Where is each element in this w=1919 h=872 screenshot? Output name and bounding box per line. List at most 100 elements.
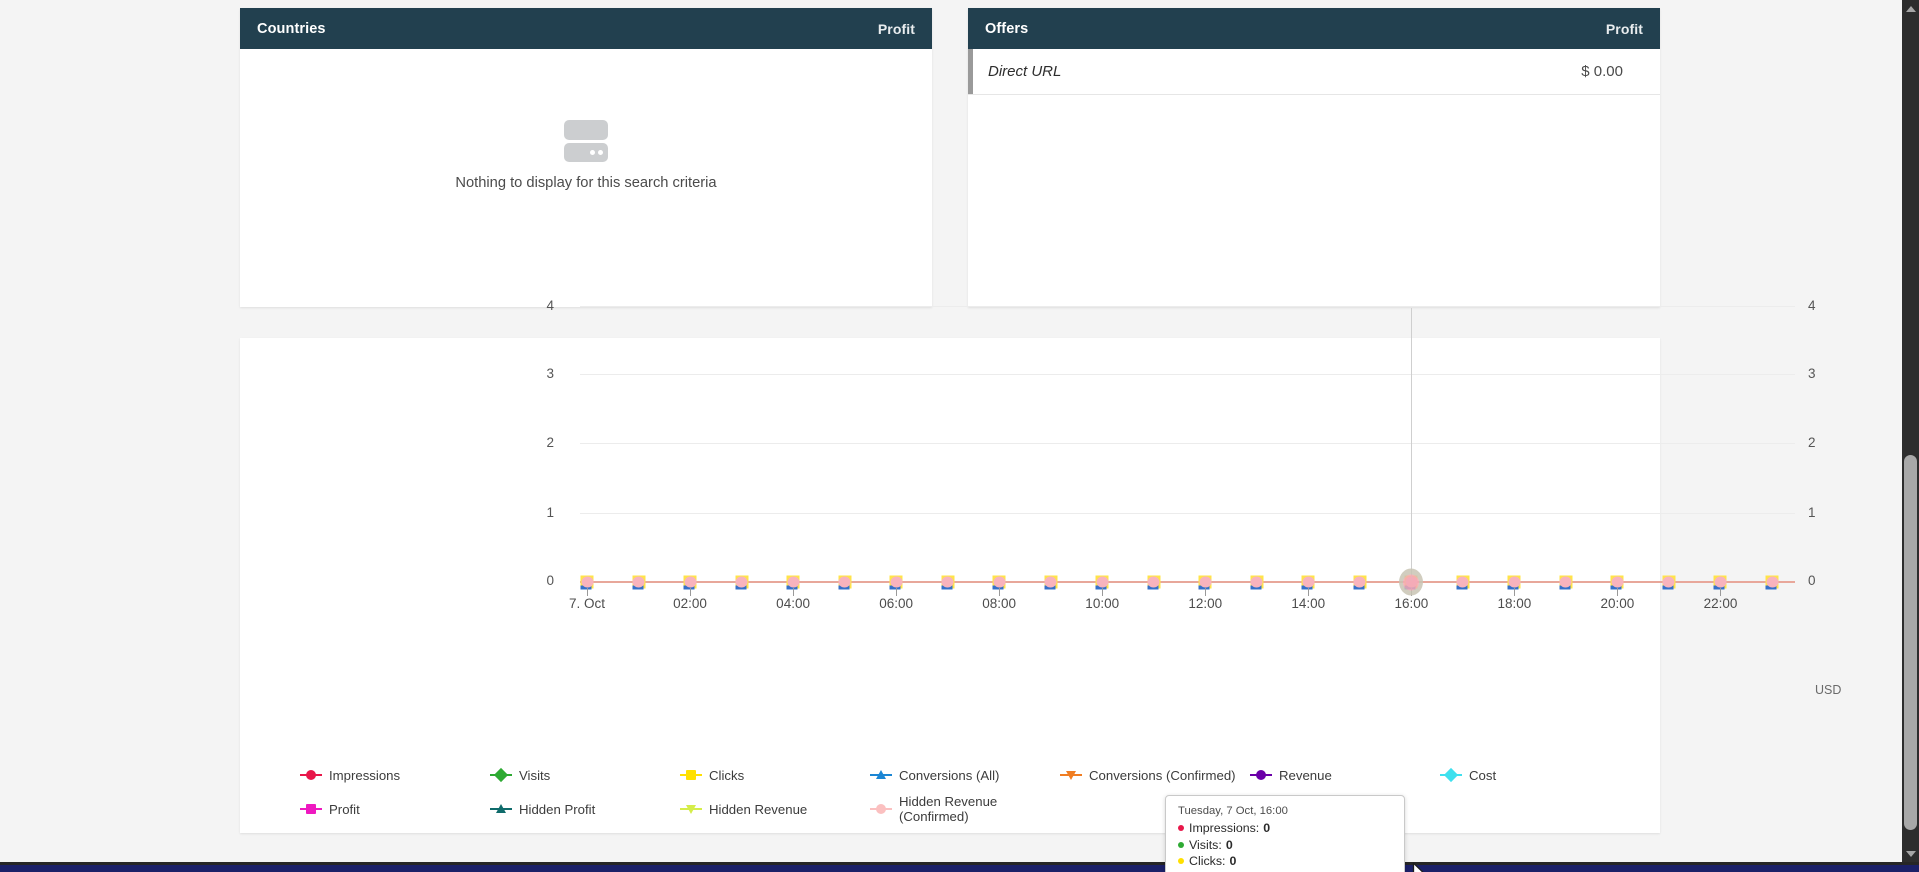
x-axis-tick-label: 02:00 [673, 596, 707, 611]
chart-legend: Impressions Visits Clicks Conversions (All)… [240, 758, 1660, 826]
countries-empty-state: Nothing to display for this search crite… [240, 49, 932, 307]
chart-tooltip: Tuesday, 7 Oct, 16:00 Impressions: 0 Visit… [1165, 795, 1405, 872]
legend-item-label: Impressions [329, 767, 401, 783]
legend-item-label: Conversions (All) [899, 767, 1000, 783]
legend-marker-icon [870, 769, 892, 781]
y-axis-tick-label: 4 [546, 298, 554, 313]
legend-item-label: Revenue [1279, 767, 1332, 783]
x-axis-tick-label: 10:00 [1085, 596, 1120, 611]
offer-accent-bar [968, 49, 973, 94]
legend-item-conversions-confirmed[interactable]: Conversions (Confirmed) [1060, 758, 1250, 792]
legend-item-label: Hidden Revenue (Confirmed) [899, 794, 998, 824]
legend-item-label: Visits [519, 767, 551, 783]
x-axis-tick-mark [999, 588, 1001, 596]
chart-data-point[interactable] [1713, 575, 1727, 590]
offers-panel-header: Offers Profit [968, 8, 1660, 49]
legend-marker-icon [300, 803, 322, 815]
tooltip-row: Conversions (All): 0 [1178, 870, 1393, 872]
x-axis-tick-mark [793, 588, 795, 596]
chart-data-point[interactable] [1610, 575, 1624, 590]
legend-marker-icon [1440, 767, 1462, 783]
y-axis-tick-label-right: 4 [1808, 298, 1816, 313]
legend-marker-icon [1060, 769, 1082, 781]
legend-item-label: Profit [329, 801, 360, 817]
scrollbar-thumb[interactable] [1904, 455, 1917, 830]
countries-panel-metric-label: Profit [877, 20, 915, 37]
y-axis-tick-label-right: 0 [1808, 573, 1816, 588]
chart-data-point[interactable] [941, 575, 955, 590]
x-axis-tick-label: 12:00 [1188, 596, 1223, 611]
chart-data-point[interactable] [735, 575, 749, 590]
tooltip-row: Visits: 0 [1178, 837, 1393, 854]
legend-item-label: Conversions (Confirmed) [1089, 767, 1236, 783]
chart-data-point[interactable] [1250, 575, 1264, 590]
legend-item-visits[interactable]: Visits [490, 758, 680, 792]
y-axis-tick-label: 1 [546, 505, 554, 520]
chart-data-point[interactable] [1662, 575, 1676, 590]
chart-data-point[interactable] [838, 575, 852, 590]
chart-data-point[interactable] [1559, 575, 1573, 590]
y-axis-tick-label-right: 1 [1808, 505, 1816, 520]
legend-marker-icon [490, 803, 512, 815]
y-axis-tick-label: 3 [546, 366, 554, 381]
tooltip-date: Tuesday, 7 Oct, 16:00 [1178, 805, 1288, 817]
chart-data-point[interactable] [992, 575, 1006, 590]
tooltip-rows: Impressions:0Visits:0Clicks:0Conversions… [1178, 820, 1393, 872]
x-axis-tick-label: 14:00 [1291, 596, 1326, 611]
legend-item-hidden-revenue-confirmed[interactable]: Hidden Revenue (Confirmed) [870, 792, 1060, 826]
offer-row[interactable]: Direct URL $ 0.00 [968, 49, 1660, 95]
chart-data-point[interactable] [889, 575, 903, 590]
chart-data-point[interactable] [1198, 575, 1212, 590]
offer-profit-value: $ 0.00 [1581, 63, 1623, 80]
x-axis-tick-mark [1205, 588, 1207, 596]
tooltip-series-label: Conversions (All): [1189, 870, 1287, 872]
chart-data-point[interactable] [1456, 575, 1470, 590]
chart-data-point[interactable] [1765, 575, 1779, 590]
scroll-down-arrow[interactable] [1902, 845, 1919, 862]
chart-highlighted-point[interactable] [1399, 568, 1424, 596]
tooltip-series-label: Clicks: [1189, 854, 1226, 869]
x-axis-tick-label: 18:00 [1497, 596, 1532, 611]
x-axis-tick-mark [1308, 588, 1310, 596]
tooltip-series-label: Visits: [1189, 837, 1222, 852]
offer-name: Direct URL [988, 63, 1062, 80]
legend-item-impressions[interactable]: Impressions [300, 758, 490, 792]
y-axis-tick-label-right: 3 [1808, 366, 1816, 381]
legend-marker-icon [490, 767, 512, 783]
legend-marker-icon [680, 803, 702, 815]
chart-plot-area[interactable]: 0 0 1 1 2 2 3 3 4 4 7. Oct 02:00 04:00 06:00 08:00 10:0… [240, 298, 1815, 833]
chart-data-point[interactable] [1301, 575, 1315, 590]
x-axis-tick-mark [896, 588, 898, 596]
countries-panel-header: Countries Profit [240, 8, 932, 49]
legend-item-hidden-profit[interactable]: Hidden Profit [490, 792, 680, 826]
chart-gridline [580, 513, 1795, 514]
chart-data-point[interactable] [1353, 575, 1367, 590]
chart-data-point[interactable] [1507, 575, 1521, 590]
chart-data-point[interactable] [683, 575, 697, 590]
tooltip-series-value: 0 [1225, 837, 1233, 852]
legend-item-revenue[interactable]: Revenue [1250, 758, 1440, 792]
legend-marker-icon [1250, 769, 1272, 781]
chart-data-point[interactable] [786, 575, 800, 590]
legend-item-clicks[interactable]: Clicks [680, 758, 870, 792]
chart-data-point[interactable] [1044, 575, 1058, 590]
scroll-up-arrow[interactable] [1902, 0, 1919, 17]
chart-data-point[interactable] [632, 575, 646, 590]
vertical-scrollbar[interactable] [1902, 0, 1919, 862]
chart-data-point[interactable] [1147, 575, 1161, 590]
legend-marker-icon [870, 803, 892, 815]
legend-item-cost[interactable]: Cost [1440, 758, 1630, 792]
x-axis-tick-mark [1102, 588, 1104, 596]
x-axis-tick-label: 04:00 [776, 596, 810, 611]
x-axis-tick-mark [1514, 588, 1516, 596]
chart-data-point[interactable] [580, 575, 594, 590]
legend-item-conversions-all[interactable]: Conversions (All) [870, 758, 1060, 792]
tooltip-series-value: 0 [1291, 870, 1298, 872]
legend-marker-icon [300, 769, 322, 781]
legend-item-profit[interactable]: Profit [300, 792, 490, 826]
legend-item-hidden-revenue[interactable]: Hidden Revenue [680, 792, 870, 826]
offers-panel-title: Offers [985, 20, 1029, 37]
y-axis-tick-label: 2 [546, 435, 554, 450]
chart-data-point[interactable] [1095, 575, 1109, 590]
